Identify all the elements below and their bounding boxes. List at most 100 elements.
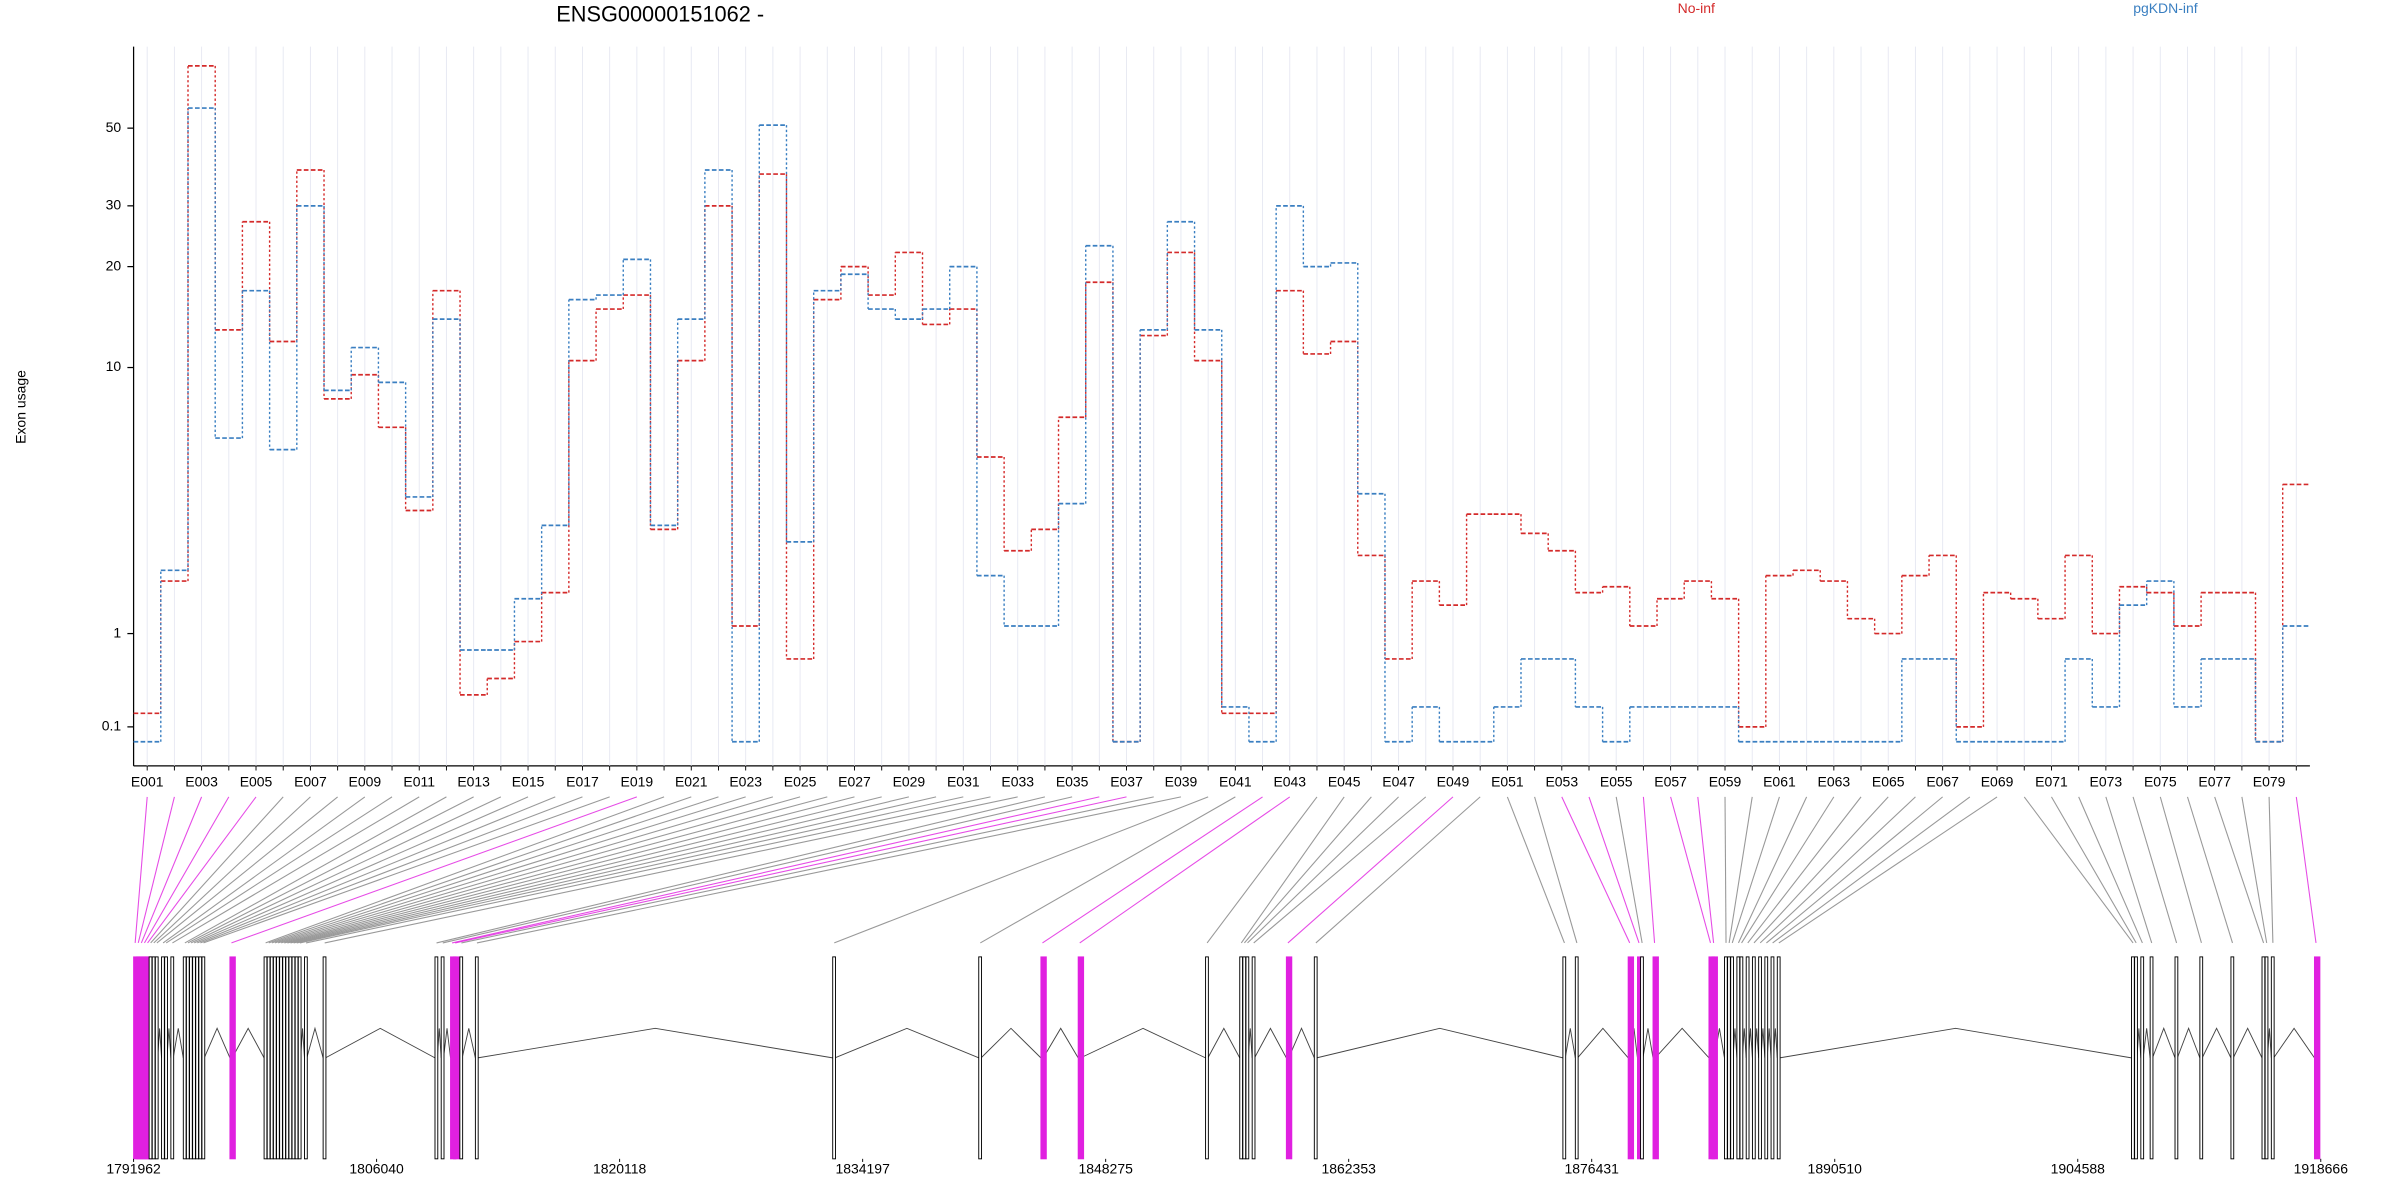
exon bbox=[164, 956, 168, 1160]
exon-connector bbox=[203, 796, 610, 944]
exon bbox=[1077, 956, 1085, 1160]
exon bbox=[151, 956, 156, 1160]
intron bbox=[834, 1027, 979, 1059]
exon-connector bbox=[476, 796, 1182, 944]
exon-connector bbox=[980, 796, 1236, 944]
exon-connector bbox=[1731, 796, 1780, 944]
exon-connector bbox=[1766, 796, 1943, 944]
exon bbox=[1730, 956, 1734, 1160]
exon-connector bbox=[153, 796, 311, 944]
exon bbox=[1727, 956, 1731, 1160]
exon bbox=[1040, 956, 1047, 1160]
x-tick-label: E007 bbox=[294, 774, 327, 790]
intron bbox=[1254, 1027, 1287, 1059]
exon-connector bbox=[436, 796, 1046, 944]
genome-tick-label: 1862353 bbox=[1321, 1160, 1376, 1176]
x-tick-label: E075 bbox=[2144, 774, 2177, 790]
exon bbox=[229, 956, 236, 1160]
x-tick-label: E041 bbox=[1219, 774, 1252, 790]
exon-connector bbox=[1759, 796, 1916, 944]
x-tick-label: E009 bbox=[349, 774, 382, 790]
intron bbox=[325, 1027, 436, 1059]
exon-connector bbox=[281, 796, 801, 944]
intron bbox=[443, 1028, 451, 1058]
exon bbox=[2270, 956, 2275, 1160]
intron bbox=[2176, 1027, 2201, 1059]
exon-connector bbox=[147, 796, 257, 944]
exon bbox=[282, 956, 286, 1160]
exon-connector bbox=[1753, 796, 1889, 944]
exon bbox=[1627, 956, 1635, 1160]
x-tick-label: E047 bbox=[1382, 774, 1415, 790]
exon bbox=[201, 956, 206, 1160]
exon-connector bbox=[172, 796, 420, 944]
exon-connector bbox=[274, 796, 746, 944]
exon-connector bbox=[2023, 796, 2134, 944]
exon bbox=[978, 956, 983, 1160]
intron bbox=[1316, 1027, 1564, 1059]
exon bbox=[1574, 956, 1579, 1160]
exon bbox=[294, 956, 299, 1160]
exon bbox=[434, 956, 439, 1160]
exon-connector bbox=[271, 796, 719, 944]
exon bbox=[285, 956, 290, 1160]
x-tick-label: E049 bbox=[1437, 774, 1470, 790]
exon bbox=[2313, 956, 2321, 1160]
x-tick-label: E043 bbox=[1273, 774, 1306, 790]
genome-tick-label: 1848275 bbox=[1078, 1160, 1133, 1176]
x-tick-label: E035 bbox=[1056, 774, 1089, 790]
intron bbox=[2152, 1027, 2176, 1059]
intron bbox=[2201, 1027, 2232, 1059]
exon-connector bbox=[197, 796, 556, 944]
exon bbox=[1242, 956, 1247, 1160]
exon-connector bbox=[200, 796, 583, 944]
intron bbox=[172, 1028, 184, 1058]
exon bbox=[1724, 956, 1728, 1160]
intron bbox=[1779, 1027, 2132, 1059]
exon bbox=[272, 956, 277, 1160]
exon bbox=[2199, 956, 2204, 1160]
exon-connector bbox=[187, 796, 474, 944]
legend-label: No-inf bbox=[1678, 0, 1715, 16]
x-tick-label: E055 bbox=[1600, 774, 1633, 790]
exon-connector bbox=[231, 796, 638, 944]
exon-connector bbox=[137, 796, 175, 944]
exon-connector bbox=[1247, 796, 1399, 944]
exon-connector bbox=[265, 796, 665, 944]
exon-connector bbox=[165, 796, 393, 944]
exon-connector bbox=[442, 796, 1073, 944]
exon bbox=[2131, 956, 2135, 1160]
exon-connector bbox=[2078, 796, 2143, 944]
exon bbox=[1745, 956, 1750, 1160]
exon-connector bbox=[156, 796, 338, 944]
exon-connector bbox=[1615, 796, 1643, 944]
exon-connector bbox=[184, 796, 447, 944]
exon bbox=[263, 956, 268, 1160]
exon-connector bbox=[190, 796, 502, 944]
exon bbox=[1764, 956, 1769, 1160]
exon-connector bbox=[277, 796, 774, 944]
exon bbox=[288, 956, 293, 1160]
x-tick-label: E017 bbox=[566, 774, 599, 790]
x-tick-label: E063 bbox=[1818, 774, 1851, 790]
exon bbox=[1562, 956, 1567, 1160]
exon-connector bbox=[451, 796, 1100, 944]
exon bbox=[1736, 956, 1741, 1160]
y-tick-label: 20 bbox=[106, 257, 122, 273]
exon-connector bbox=[1747, 796, 1862, 944]
exon-connector bbox=[2295, 796, 2317, 943]
legend-label: pgKDN-inf bbox=[2133, 0, 2198, 16]
x-tick-label: E023 bbox=[729, 774, 762, 790]
exon bbox=[1739, 956, 1744, 1160]
genome-tick-label: 1918666 bbox=[2294, 1160, 2349, 1176]
exon-connector bbox=[1642, 796, 1656, 943]
exon bbox=[1245, 956, 1250, 1160]
exon-connector bbox=[296, 796, 937, 944]
exon-connector bbox=[455, 796, 1127, 944]
intron bbox=[2273, 1027, 2315, 1059]
intron bbox=[1288, 1027, 1315, 1059]
x-tick-label: E065 bbox=[1872, 774, 1905, 790]
exon-connector bbox=[299, 796, 964, 944]
exon-connector bbox=[1588, 796, 1640, 944]
intron bbox=[231, 1027, 265, 1059]
